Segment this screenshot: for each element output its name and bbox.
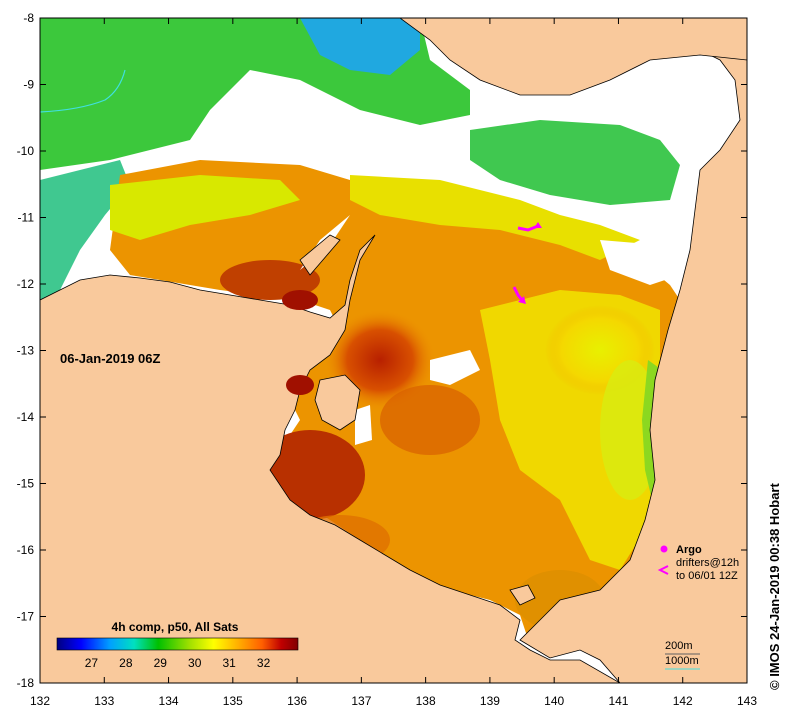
y-tick-label: -17: [17, 610, 35, 624]
drifter-arrow-icon: [657, 565, 669, 575]
x-tick-label: 139: [480, 694, 500, 708]
x-tick-label: 138: [416, 694, 436, 708]
date-label: 06-Jan-2019 06Z: [60, 351, 161, 366]
legend-drifters: drifters@12h: [676, 557, 739, 569]
x-axis: 132 133 134 135 136 137 138 139 140 141 142 143: [30, 18, 757, 708]
legend-contour-200: 200m: [665, 640, 693, 652]
colorbar: 4h comp, p50, All Sats 27 28 29 30 31 32: [56, 620, 299, 670]
x-tick-label: 141: [608, 694, 628, 708]
sst-warm-core-north: [220, 260, 320, 300]
argo-marker: [660, 545, 668, 553]
y-tick-label: -9: [23, 78, 34, 92]
x-tick-label: 143: [737, 694, 757, 708]
credit-text: © IMOS 24-Jan-2019 00:38 Hobart: [767, 483, 782, 690]
colorbar-gradient: [56, 637, 299, 651]
legend: Argo drifters@12h to 06/01 12Z 200m 1000…: [657, 544, 739, 670]
legend-drifters-to: to 06/01 12Z: [676, 570, 738, 582]
drifter-track-2: [512, 286, 524, 301]
sst-yellow-north: [350, 175, 640, 260]
land-mornington: [509, 584, 536, 606]
legend-contour-1000: 1000m: [665, 655, 699, 667]
y-tick-label: -16: [17, 543, 35, 557]
legend-argo: Argo: [676, 544, 702, 556]
x-tick-label: 133: [94, 694, 114, 708]
sst-hot-spot-2: [286, 375, 314, 395]
colorbar-tick-label: 28: [119, 656, 133, 670]
x-tick-label: 142: [673, 694, 693, 708]
colorbar-tick-label: 32: [257, 656, 271, 670]
sst-west-teal: [40, 160, 130, 300]
sst-north-blue: [300, 18, 420, 75]
x-tick-label: 140: [544, 694, 564, 708]
y-axis: -8 -9 -10 -11 -12 -13 -14 -15 -16 -17 -18: [17, 11, 747, 690]
land-cape-york: [519, 18, 747, 683]
sst-north-green-east: [470, 120, 680, 205]
y-tick-label: -11: [18, 211, 35, 225]
colorbar-tick-label: 30: [188, 656, 202, 670]
x-tick-label: 137: [351, 694, 371, 708]
sst-warm-core-central: [380, 385, 480, 455]
x-tick-label: 132: [30, 694, 50, 708]
colorbar-title: 4h comp, p50, All Sats: [112, 620, 239, 634]
y-tick-label: -18: [17, 676, 35, 690]
drifter-arrow-2: [518, 296, 526, 304]
y-tick-label: -8: [23, 11, 34, 25]
cloud-patch-3: [600, 240, 680, 285]
sst-yellow-band: [110, 175, 300, 240]
y-tick-label: -15: [17, 477, 35, 491]
drifter-arrow-1: [534, 222, 542, 228]
x-tick-label: 135: [223, 694, 243, 708]
y-tick-label: -10: [17, 144, 35, 158]
sst-hot-spot-1: [282, 290, 318, 310]
y-tick-label: -12: [17, 277, 35, 291]
colorbar-ticks: 27 28 29 30 31 32: [85, 656, 271, 670]
land-cape-york-north: [399, 18, 747, 96]
x-tick-label: 134: [159, 694, 179, 708]
y-tick-label: -14: [17, 410, 35, 424]
colorbar-tick-label: 27: [85, 656, 99, 670]
contour-1000m: [40, 69, 126, 113]
colorbar-tick-label: 31: [222, 656, 236, 670]
x-tick-label: 136: [287, 694, 307, 708]
land-groote: [314, 374, 361, 431]
land-wessel: [299, 234, 341, 276]
colorbar-tick-label: 29: [154, 656, 168, 670]
y-tick-label: -13: [17, 344, 35, 358]
cloud-patch-2: [430, 350, 480, 385]
plot-area: [40, 18, 747, 683]
cloud-patch-1: [355, 405, 372, 445]
